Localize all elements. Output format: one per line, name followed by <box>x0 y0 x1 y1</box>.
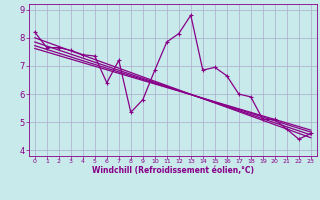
X-axis label: Windchill (Refroidissement éolien,°C): Windchill (Refroidissement éolien,°C) <box>92 166 254 175</box>
